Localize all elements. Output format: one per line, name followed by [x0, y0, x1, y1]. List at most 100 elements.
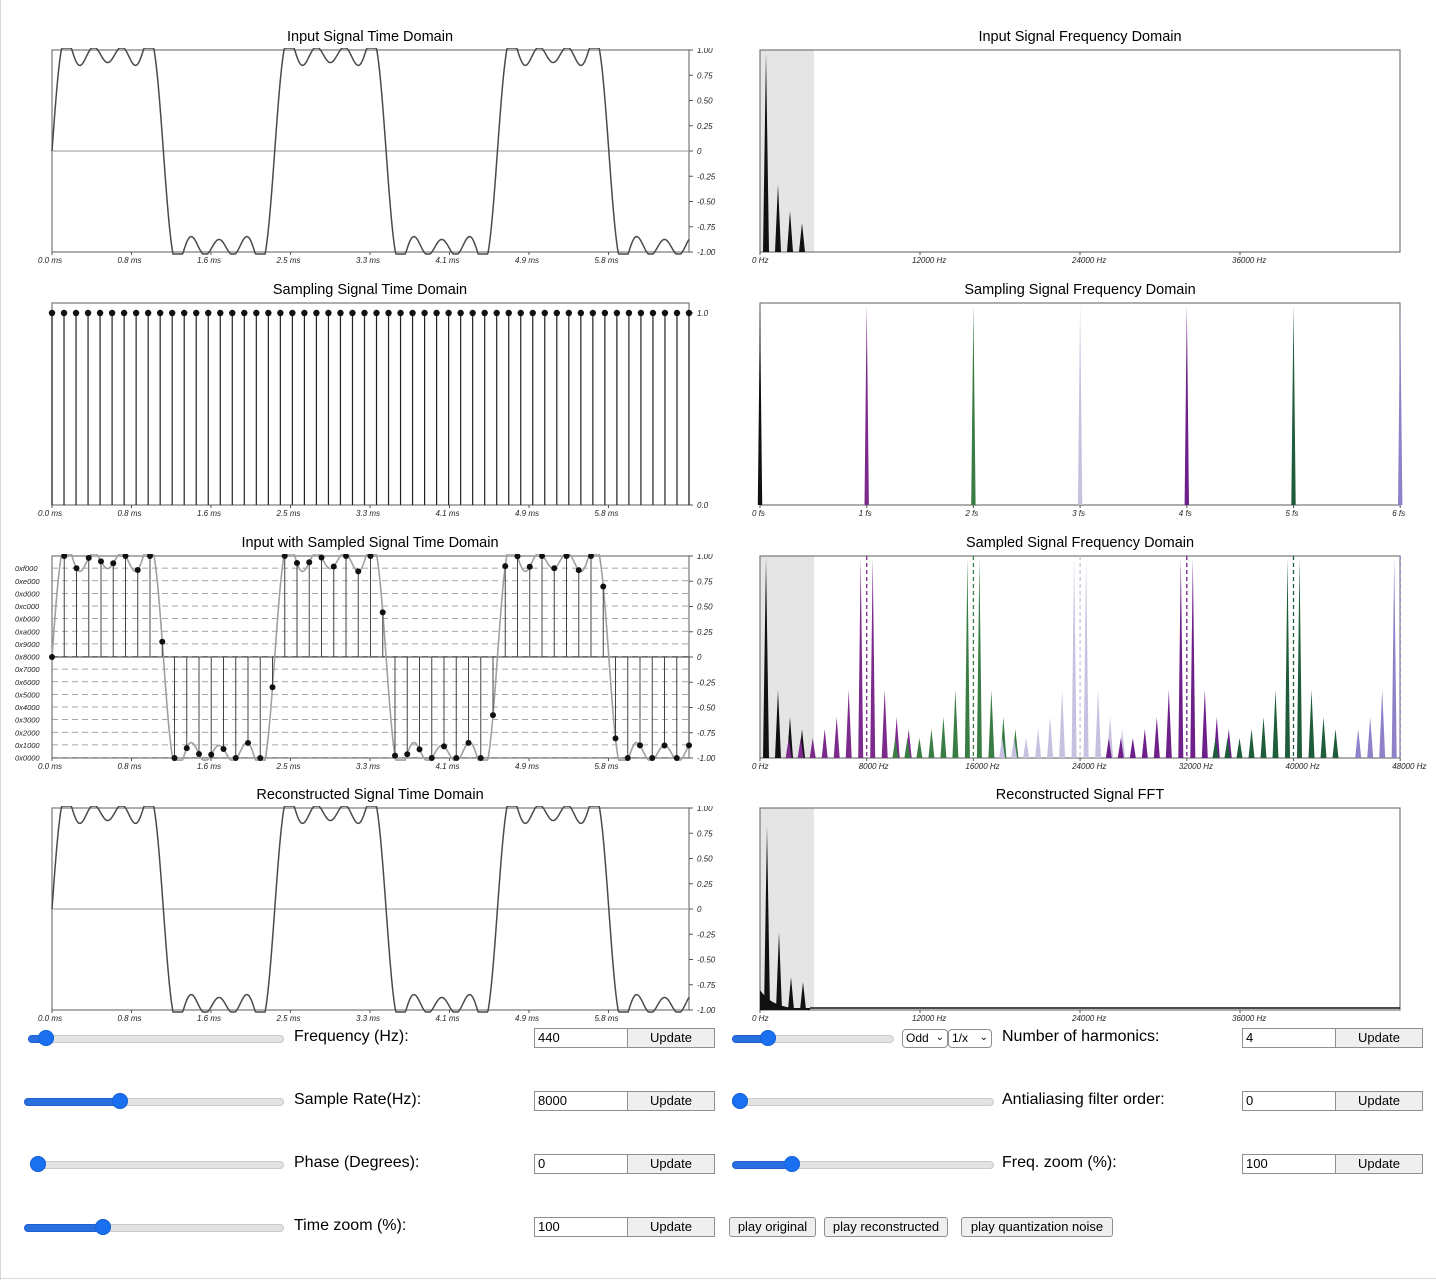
sample-point [318, 554, 325, 561]
sample-point [241, 309, 248, 317]
sample-point [257, 755, 264, 761]
harmonics-label: Number of harmonics: [1002, 1028, 1160, 1045]
sample-point [134, 567, 141, 574]
sample-point [490, 712, 496, 719]
image-peak [1308, 690, 1315, 758]
sample-point [649, 755, 656, 761]
time-zoom-update-button[interactable]: Update [627, 1217, 715, 1237]
sample-point [541, 309, 548, 317]
slider-thumb[interactable] [94, 1219, 111, 1235]
quant-level-label: 0x6000 [15, 678, 40, 687]
time-zoom-slider[interactable] [24, 1219, 284, 1235]
sample-point [661, 309, 669, 317]
sample-point [553, 309, 560, 317]
sample-point [588, 554, 594, 559]
sample-point [565, 309, 573, 317]
slider-thumb[interactable] [783, 1156, 800, 1172]
x-tick-label: 16000 Hz [965, 762, 999, 771]
sample-point [526, 563, 533, 570]
y-tick-label: -0.75 [697, 729, 716, 738]
image-peak [1248, 729, 1255, 758]
harmonic-amplitude-select[interactable]: 1/x ⌄ [948, 1029, 992, 1048]
phase-input[interactable]: 0 [534, 1154, 628, 1174]
sample-point [245, 739, 251, 746]
x-tick-label: 0.0 ms [38, 256, 62, 265]
sampling-harmonic-peak [757, 305, 763, 505]
sample-rate-update-button[interactable]: Update [627, 1091, 715, 1111]
input-freq-plot: 0 Hz 12000 Hz 24000 Hz 36000 Hz [752, 49, 1401, 265]
slider-thumb[interactable] [759, 1030, 776, 1046]
sample-point [493, 309, 500, 317]
play-reconstructed-button[interactable]: play reconstructed [824, 1217, 948, 1237]
x-tick-label: 5 fs [1286, 509, 1299, 518]
sample-point [73, 565, 80, 572]
slider-thumb[interactable] [37, 1030, 54, 1046]
image-peak [1320, 717, 1327, 758]
image-peak [881, 690, 888, 758]
harmonics-update-button[interactable]: Update [1335, 1028, 1423, 1048]
harmonics-input[interactable]: 4 [1242, 1028, 1336, 1048]
image-peak [1297, 558, 1302, 758]
image-peak [858, 558, 864, 758]
y-tick-label: 0.50 [697, 97, 713, 106]
quant-level-label: 0xe000 [15, 577, 40, 586]
recon-freq-plot: 0 Hz 12000 Hz 24000 Hz 36000 Hz [752, 807, 1401, 1023]
x-tick-label: 4.1 ms [436, 1014, 460, 1023]
antialias-slider[interactable] [732, 1093, 994, 1109]
x-tick-label: 0.0 ms [38, 762, 62, 771]
frequency-label: Frequency (Hz): [294, 1028, 409, 1045]
noise-floor [760, 990, 810, 1010]
slider-thumb[interactable] [30, 1156, 46, 1172]
freq-zoom-update-button[interactable]: Update [1335, 1154, 1423, 1174]
image-peak [928, 729, 935, 758]
y-tick-label: 0.25 [697, 880, 713, 889]
quant-level-label: 0x2000 [15, 728, 40, 737]
x-tick-label: 4.1 ms [436, 256, 460, 265]
sample-point [108, 309, 116, 317]
frequency-update-button[interactable]: Update [627, 1028, 715, 1048]
sample-point [171, 755, 178, 761]
antialias-update-button[interactable]: Update [1335, 1091, 1423, 1111]
sample-point [355, 568, 362, 575]
sample-point [265, 309, 272, 317]
sample-point [220, 746, 227, 753]
y-tick-label: 0.25 [697, 122, 713, 131]
time-zoom-input[interactable]: 100 [534, 1217, 628, 1237]
image-peak [797, 738, 804, 758]
frequency-slider[interactable] [28, 1030, 284, 1046]
sample-point [517, 309, 524, 317]
sampling-harmonic-peak [1077, 305, 1083, 505]
antialias-input[interactable]: 0 [1242, 1091, 1336, 1111]
phase-update-button[interactable]: Update [627, 1154, 715, 1174]
freq-zoom-slider[interactable] [732, 1156, 994, 1172]
freq-zoom-input[interactable]: 100 [1242, 1154, 1336, 1174]
phase-slider[interactable] [30, 1156, 284, 1172]
sample-point [181, 309, 188, 317]
image-peak [1260, 717, 1267, 758]
sample-point [361, 309, 368, 317]
recon-freq-title: Reconstructed Signal FFT [995, 787, 1165, 803]
sample-rate-slider[interactable] [24, 1093, 284, 1109]
harmonics-slider[interactable] [732, 1030, 894, 1046]
slider-thumb[interactable] [732, 1093, 748, 1109]
sample-point [673, 755, 680, 761]
x-tick-label: 32000 Hz [1179, 762, 1213, 771]
play-original-button[interactable]: play original [729, 1217, 816, 1237]
sample-rate-input[interactable]: 8000 [534, 1091, 628, 1111]
image-peak [999, 738, 1006, 758]
fundamental-peak [763, 558, 769, 758]
sample-point [147, 554, 153, 559]
frequency-input[interactable]: 440 [534, 1028, 628, 1048]
sample-rate-label: Sample Rate(Hz): [294, 1091, 422, 1108]
image-peak [1129, 738, 1136, 758]
image-peak [976, 558, 982, 758]
harmonic-parity-select[interactable]: Odd ⌄ [902, 1029, 948, 1048]
x-tick-label: 3.3 ms [356, 509, 380, 518]
image-peak [1224, 738, 1231, 758]
play-quantization-noise-button[interactable]: play quantization noise [961, 1217, 1113, 1237]
spectral-peak [788, 977, 794, 1010]
input-time-plot: 0.0 ms 0.8 ms 1.6 ms 2.5 ms 3.3 ms 4.1 ms 4.9 … [38, 48, 716, 265]
sample-point [469, 309, 476, 317]
sample-point [84, 309, 92, 317]
slider-thumb[interactable] [111, 1093, 128, 1109]
